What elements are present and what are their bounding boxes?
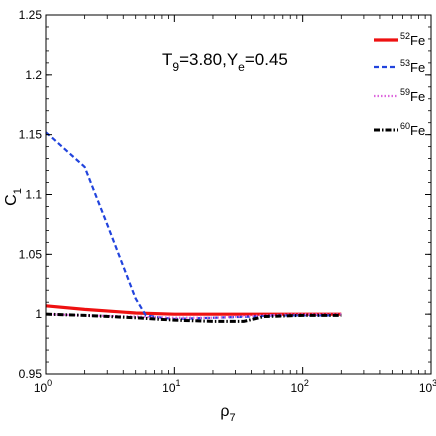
series-line-52-fe [45, 304, 342, 316]
plot-area [45, 131, 342, 323]
y-axis-title: C1 [3, 188, 24, 206]
legend-label-52-fe: 52Fe [400, 31, 425, 48]
y-tick-label: 1.15 [19, 128, 43, 142]
x-tick-label: 102 [290, 378, 308, 395]
x-tick-label: 103 [419, 378, 436, 395]
series-line-59-fe [45, 313, 342, 319]
x-axis-title: ρ7 [220, 403, 235, 424]
condition-annotation: T9=3.80,Ye=0.45 [162, 50, 288, 74]
legend-label-53-fe: 53Fe [400, 58, 425, 75]
series-line-60-fe [45, 312, 342, 323]
legend: 52Fe 53Fe 59Fe 60Fe [374, 31, 425, 138]
y-tick-label: 1.25 [19, 8, 43, 22]
y-tick-label: 0.95 [19, 367, 43, 381]
series-line-53-fe [45, 131, 342, 321]
axes: 0.95 1 1.05 1.1 1.15 1.2 1.25 100 101 102 103 [19, 8, 436, 395]
y-tick-label: 1.05 [19, 247, 43, 261]
y-tick-label: 1.2 [25, 68, 42, 82]
legend-label-59-fe: 59Fe [400, 87, 425, 104]
axis-labels: ρ7 C1 T9=3.80,Ye=0.45 [3, 50, 288, 424]
x-tick-label: 101 [162, 378, 180, 395]
y-tick-label: 1.1 [25, 188, 42, 202]
y-tick-label: 1 [35, 307, 42, 321]
legend-label-60-fe: 60Fe [400, 121, 425, 138]
x-tick-label: 100 [34, 378, 52, 395]
